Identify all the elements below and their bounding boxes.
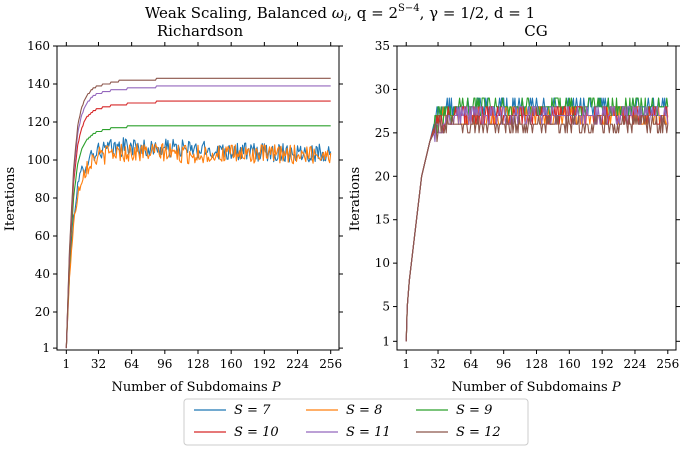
richardson-series-s8 — [65, 143, 332, 348]
cg-xtick-label: 224 — [624, 357, 647, 371]
richardson-series-s10 — [65, 100, 331, 349]
richardson-ylabel: Iterations — [3, 167, 18, 231]
richardson-xtick-label: 256 — [319, 357, 342, 371]
legend-label: S = 12 — [456, 425, 501, 440]
legend-label: S = 10 — [234, 425, 279, 440]
figure-title: Weak Scaling, Balanced ωi, q = 2S−4, γ =… — [145, 3, 535, 24]
richardson-ytick-label: 100 — [27, 153, 50, 167]
cg-xtick-label: 256 — [656, 357, 679, 371]
richardson-series-s12 — [65, 77, 331, 349]
cg-xtick-label: 160 — [558, 357, 581, 371]
cg-series-s9 — [405, 97, 669, 342]
cg-title: CG — [524, 22, 547, 40]
richardson-xtick-label: 32 — [91, 357, 106, 371]
richardson-series-s9 — [65, 125, 331, 349]
cg-ytick-label: 35 — [375, 39, 390, 53]
cg-xtick-label: 96 — [496, 357, 511, 371]
cg-ytick-label: 25 — [375, 126, 390, 140]
richardson-series-s11 — [65, 85, 331, 349]
richardson-xtick-label: 160 — [220, 357, 243, 371]
cg-ytick-label: 30 — [375, 82, 390, 96]
cg-series-s7 — [405, 97, 668, 342]
cg-xtick-label: 64 — [463, 357, 479, 371]
legend-label: S = 9 — [456, 403, 492, 418]
cg-ytick-label: 15 — [375, 213, 390, 227]
cg-panel: CG Number of Subdomains P Iterations 1 32… — [348, 22, 680, 395]
cg-series-s11 — [405, 106, 669, 342]
cg-xtick-label: 192 — [591, 357, 614, 371]
cg-series-s12 — [405, 114, 669, 342]
richardson-xtick-label: 224 — [286, 357, 309, 371]
richardson-series-s7 — [65, 137, 332, 348]
legend: S = 7 S = 8 S = 9 S = 10 S = 11 S = 12 — [183, 398, 529, 446]
richardson-ytick-label: 80 — [35, 191, 50, 205]
richardson-panel: Richardson Number of Subdomains P Iterat… — [3, 22, 343, 395]
richardson-ytick-label: 1 — [42, 341, 50, 355]
cg-xlabel: Number of Subdomains P — [451, 380, 620, 395]
richardson-xtick-label: 1 — [63, 357, 71, 371]
richardson-xtick-label: 192 — [253, 357, 276, 371]
cg-ytick-label: 1 — [382, 334, 390, 348]
richardson-ytick-label: 60 — [35, 229, 50, 243]
legend-label: S = 11 — [346, 425, 391, 440]
richardson-ytick-label: 140 — [27, 77, 50, 91]
legend-label: S = 7 — [234, 403, 271, 418]
richardson-ytick-label: 20 — [35, 305, 50, 319]
richardson-ytick-label: 40 — [35, 267, 50, 281]
cg-xtick-label: 32 — [430, 357, 445, 371]
cg-series-s10 — [405, 106, 669, 342]
cg-ytick-label: 5 — [382, 300, 390, 314]
cg-ytick-label: 10 — [375, 256, 390, 270]
richardson-axes-frame — [56, 45, 340, 351]
cg-axes-frame — [396, 45, 677, 351]
cg-series-s8 — [405, 106, 669, 342]
richardson-xtick-label: 64 — [124, 357, 140, 371]
cg-ylabel: Iterations — [348, 167, 363, 231]
richardson-xtick-label: 128 — [187, 357, 210, 371]
richardson-title: Richardson — [157, 22, 244, 40]
richardson-xtick-label: 96 — [157, 357, 172, 371]
cg-ytick-label: 20 — [375, 169, 390, 183]
richardson-ytick-label: 120 — [27, 115, 50, 129]
legend-label: S = 8 — [346, 403, 382, 418]
cg-xtick-label: 1 — [402, 357, 410, 371]
richardson-ytick-label: 160 — [27, 39, 50, 53]
cg-xtick-label: 128 — [525, 357, 548, 371]
richardson-xlabel: Number of Subdomains P — [111, 380, 280, 395]
